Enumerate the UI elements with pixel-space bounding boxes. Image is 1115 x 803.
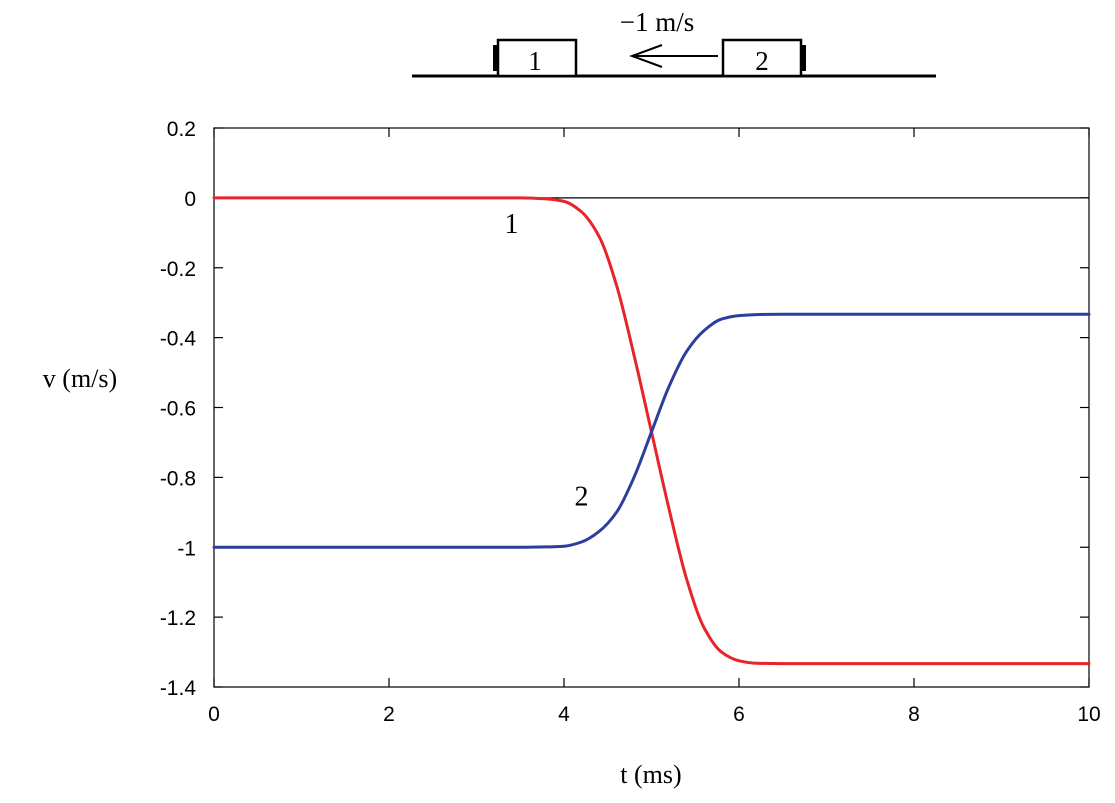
cart-2-label: 2 [755,46,769,76]
axis-ticks: 0 2 4 6 8 10 0.2 0 -0.2 -0.4 -0.6 -0.8 -1 -1.2 -1.4 [160,118,1101,726]
x-axis-title: t (ms) [620,760,681,789]
x-tick-label: 2 [383,703,395,726]
y-axis-title: v (m/s) [43,364,117,393]
collision-diagram: 1 2 −1 m/s [412,7,936,78]
series-line-2 [212,312,1091,549]
series-group [212,196,1091,666]
curve-label-2: 2 [575,481,589,512]
y-tick-label: -1.4 [160,677,197,700]
cart-2-bumper [801,45,806,71]
velocity-label: −1 m/s [620,7,695,37]
y-tick-label: -0.8 [160,467,196,490]
x-tick-label: 10 [1077,703,1100,726]
y-tick-label: -0.4 [160,328,197,351]
cart-2 [721,38,803,78]
x-tick-label: 8 [908,703,920,726]
y-tick-label: 0.2 [167,118,196,141]
cart-1 [496,38,578,78]
y-tick-label: -1 [177,537,196,560]
x-tick-label: 6 [733,703,745,726]
y-tick-label: -0.2 [160,258,196,281]
cart-1-bumper [493,45,498,71]
x-tick-label: 4 [558,703,570,726]
left-arrow-icon [629,44,718,68]
x-tick-label: 0 [208,703,220,726]
curve-label-1: 1 [505,209,519,240]
plot-frame [213,127,1090,688]
y-tick-label: -0.6 [160,398,196,421]
curve-annotations: 12 [505,209,589,513]
y-tick-label: 0 [184,188,196,211]
cart-1-label: 1 [528,46,542,76]
y-tick-label: -1.2 [160,607,196,630]
